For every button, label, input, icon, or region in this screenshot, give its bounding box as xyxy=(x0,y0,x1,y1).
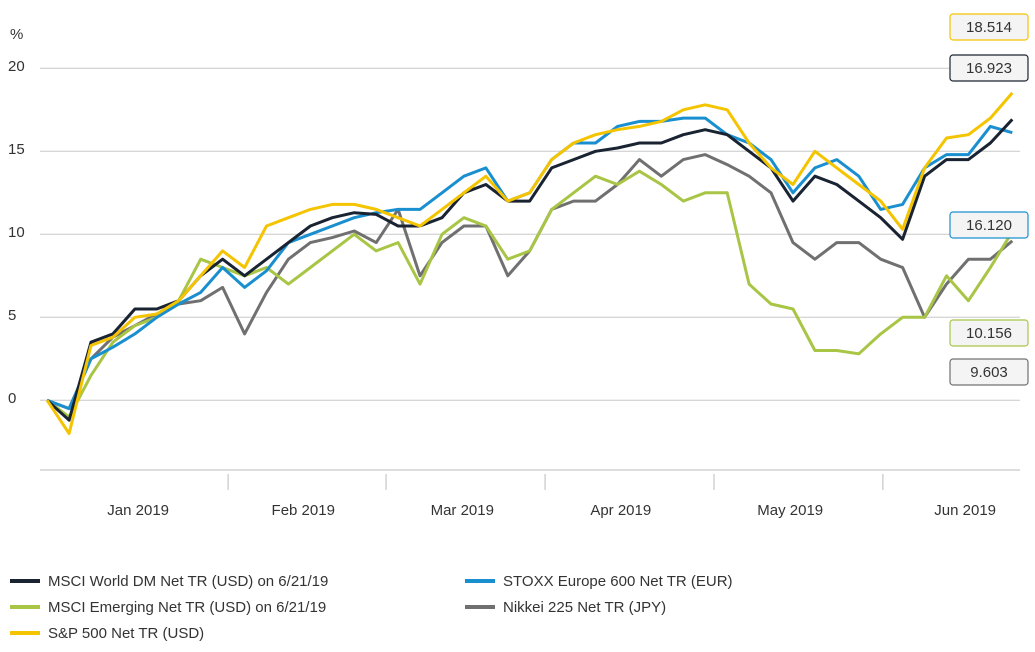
y-tick-label: 20 xyxy=(8,58,25,75)
value-label-box xyxy=(949,358,1029,386)
legend-label: STOXX Europe 600 Net TR (EUR) xyxy=(503,573,733,590)
x-tick-label: Jun 2019 xyxy=(934,502,996,519)
x-tick-label: Mar 2019 xyxy=(431,502,494,519)
y-axis-label: % xyxy=(10,26,23,43)
series-line xyxy=(46,118,1014,422)
value-label-box xyxy=(949,211,1029,239)
value-label-box xyxy=(949,13,1029,41)
x-tick-label: May 2019 xyxy=(757,502,823,519)
y-tick-label: 15 xyxy=(8,141,25,158)
legend-label: MSCI World DM Net TR (USD) on 6/21/19 xyxy=(48,573,328,590)
y-tick-label: 10 xyxy=(8,224,25,241)
value-label: 9.603 xyxy=(970,364,1008,381)
series-line xyxy=(46,169,1014,419)
y-tick-label: 0 xyxy=(8,390,16,407)
value-label-box xyxy=(949,54,1029,82)
y-tick-label: 5 xyxy=(8,307,16,324)
value-label-box xyxy=(949,319,1029,347)
value-label: 10.156 xyxy=(966,325,1012,342)
x-tick-label: Feb 2019 xyxy=(272,502,335,519)
legend-label: S&P 500 Net TR (USD) xyxy=(48,625,204,642)
value-label: 18.514 xyxy=(966,19,1012,36)
x-tick-label: Jan 2019 xyxy=(107,502,169,519)
value-label: 16.120 xyxy=(966,217,1012,234)
legend-label: Nikkei 225 Net TR (JPY) xyxy=(503,599,666,616)
legend-label: MSCI Emerging Net TR (USD) on 6/21/19 xyxy=(48,599,326,616)
series-line xyxy=(45,91,1014,435)
x-tick-label: Apr 2019 xyxy=(590,502,651,519)
series-line xyxy=(46,116,1013,411)
value-label: 16.923 xyxy=(966,60,1012,77)
